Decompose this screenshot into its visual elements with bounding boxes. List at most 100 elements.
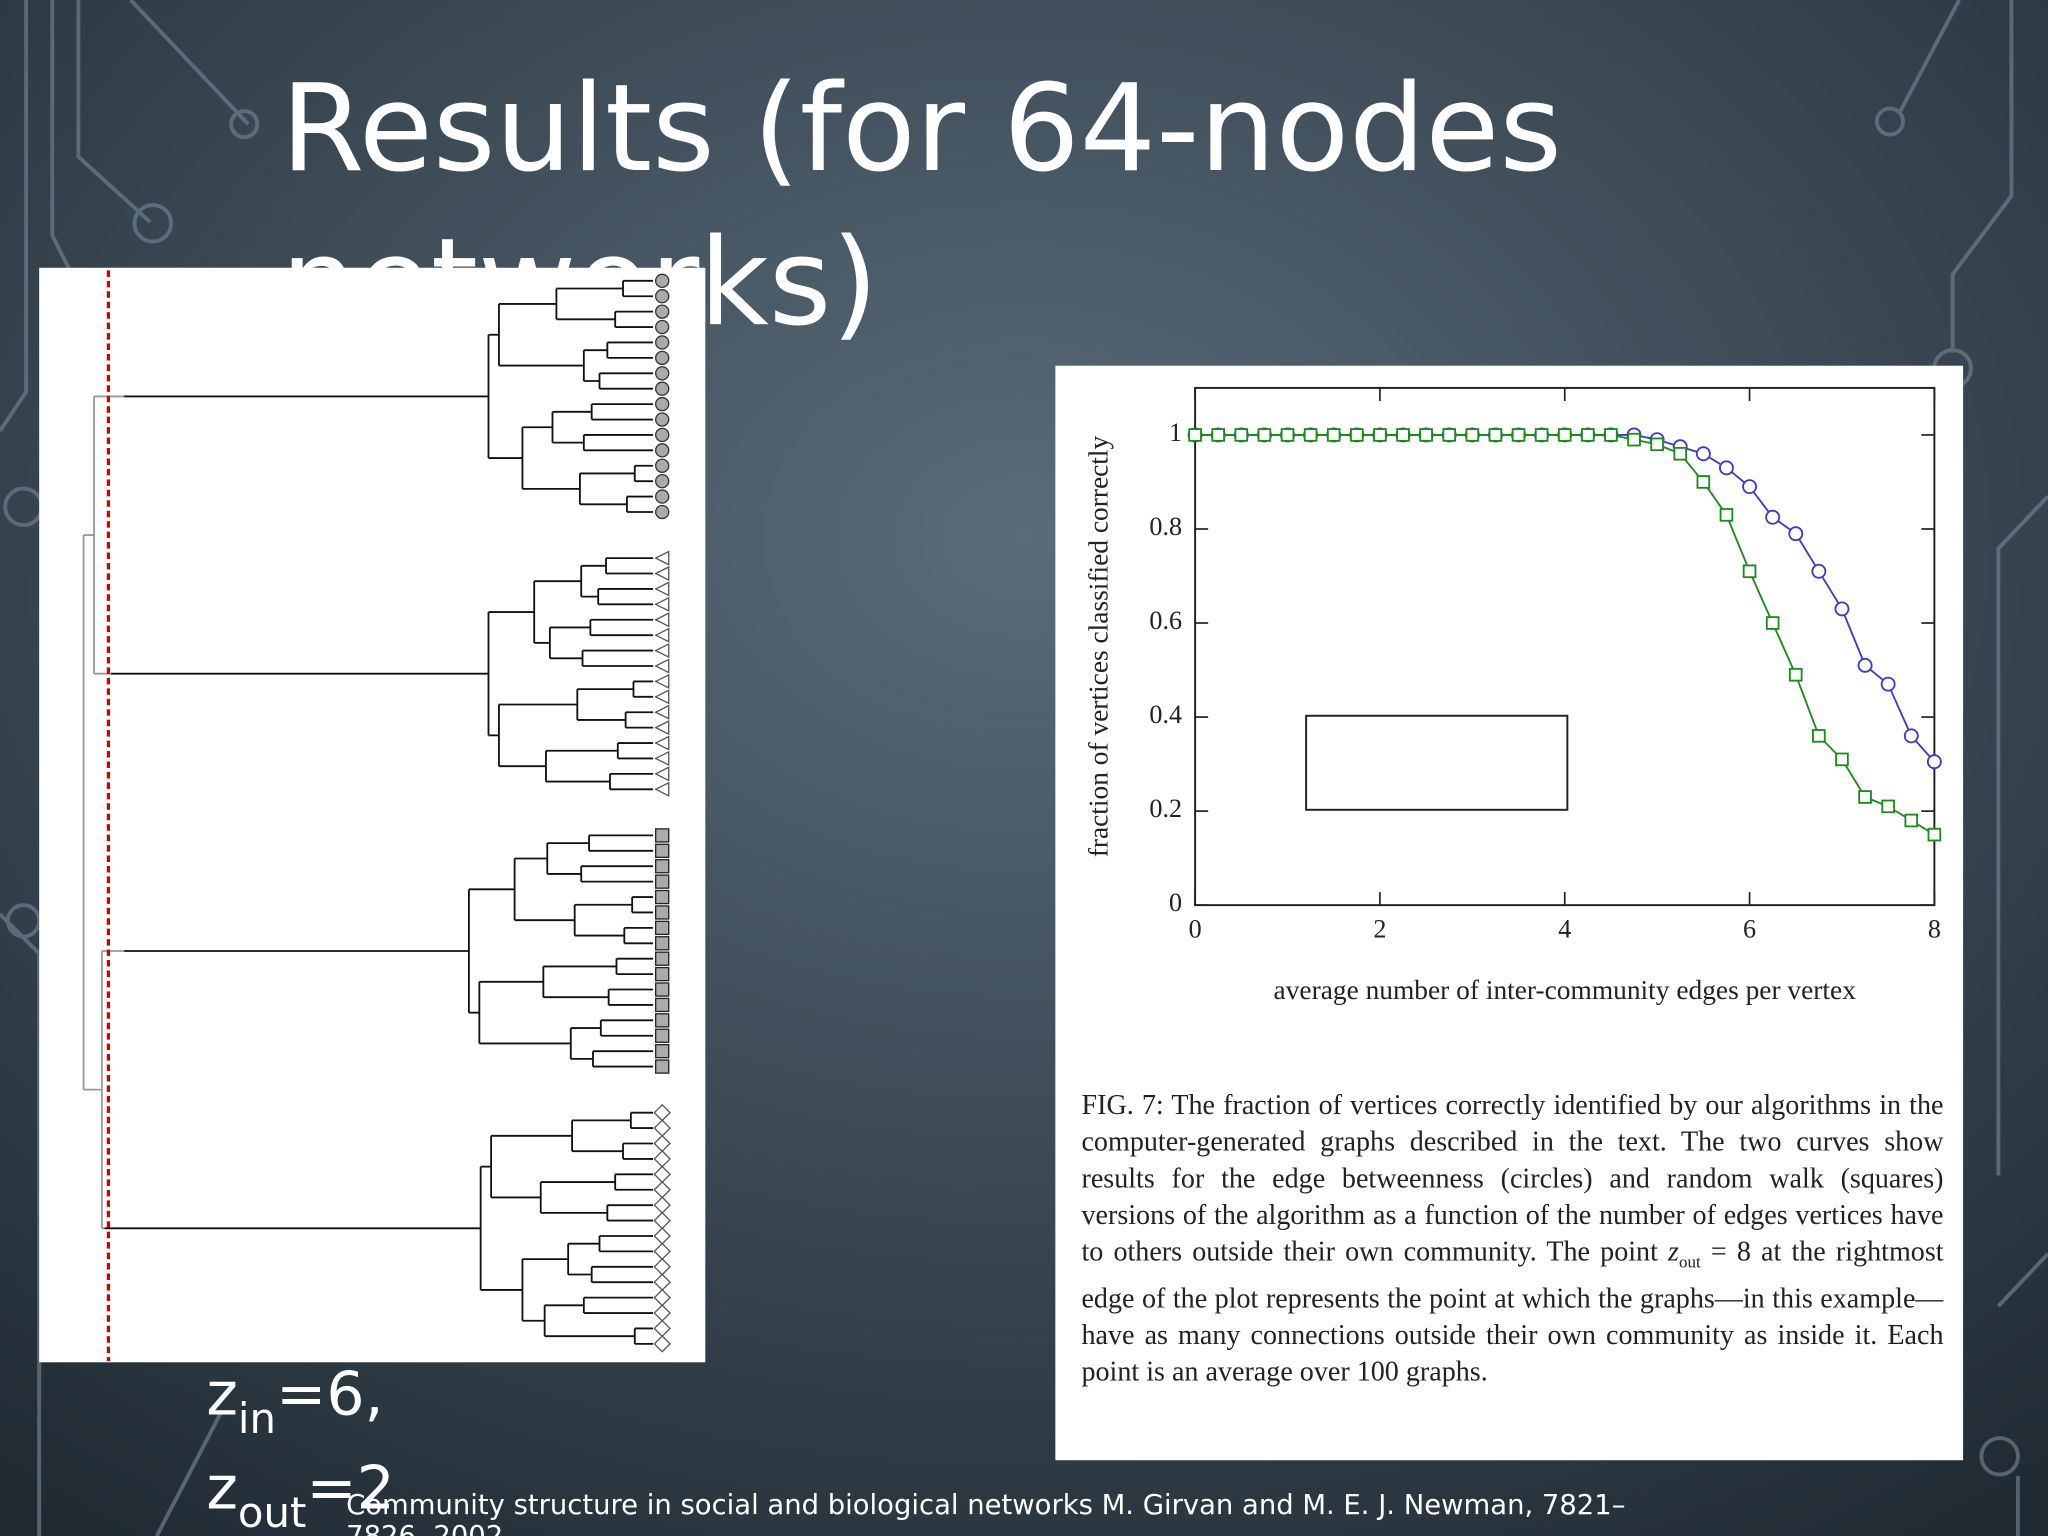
marker bbox=[1858, 790, 1872, 804]
leaf-node bbox=[653, 1103, 671, 1122]
leaf-node bbox=[654, 565, 670, 582]
leaf-node bbox=[655, 458, 670, 473]
marker bbox=[1927, 827, 1942, 842]
marker bbox=[1442, 428, 1457, 442]
leaf-node bbox=[655, 366, 670, 381]
leaf-node bbox=[655, 504, 670, 520]
leaf-node bbox=[655, 304, 670, 319]
marker bbox=[1812, 729, 1826, 743]
leaf-node bbox=[655, 1043, 670, 1059]
leaf-node bbox=[655, 319, 670, 335]
leaf-node bbox=[654, 704, 670, 720]
leaf-node bbox=[653, 1288, 671, 1307]
y-tick-label: 1 bbox=[1169, 418, 1182, 447]
z-base: z bbox=[206, 1454, 238, 1524]
marker bbox=[1604, 428, 1618, 442]
marker bbox=[1581, 428, 1595, 442]
marker bbox=[1788, 526, 1804, 542]
marker bbox=[1926, 754, 1942, 770]
marker bbox=[1350, 428, 1364, 442]
leaf-node bbox=[655, 396, 670, 412]
leaf-node bbox=[655, 273, 670, 288]
chart-panel bbox=[1055, 365, 1964, 1461]
leaf-node bbox=[654, 612, 670, 628]
z-in-label: zin=6, bbox=[206, 1360, 383, 1443]
marker bbox=[1834, 601, 1850, 617]
marker bbox=[1881, 799, 1895, 814]
leaf-node bbox=[653, 1196, 671, 1214]
z-out-label: zout=2 bbox=[206, 1454, 395, 1536]
leaf-node bbox=[655, 473, 670, 489]
leaf-node bbox=[654, 642, 670, 659]
leaf-node bbox=[655, 412, 670, 427]
leaf-node bbox=[655, 997, 670, 1013]
leaf-node bbox=[653, 1335, 671, 1353]
leaf-node bbox=[655, 350, 670, 366]
marker bbox=[1742, 479, 1757, 495]
leaf-node bbox=[654, 627, 670, 643]
leaf-node bbox=[655, 828, 670, 843]
dendrogram-panel bbox=[39, 267, 706, 1363]
leaf-node bbox=[655, 889, 670, 905]
leaf-node bbox=[654, 750, 670, 767]
marker bbox=[1811, 563, 1827, 579]
marker bbox=[1465, 428, 1480, 442]
caption-text: = 8 at the rightmost edge of the plot re… bbox=[1081, 1235, 1944, 1388]
leaf-node bbox=[654, 581, 670, 597]
leaf-node bbox=[654, 673, 670, 689]
leaf-node bbox=[654, 766, 670, 782]
marker bbox=[1211, 428, 1225, 442]
leaf-node bbox=[653, 1134, 671, 1153]
marker bbox=[1903, 728, 1919, 744]
marker bbox=[1511, 428, 1526, 442]
title-box: Results (for 64-nodes networks) bbox=[281, 59, 1562, 353]
marker bbox=[1742, 564, 1757, 579]
marker bbox=[1673, 446, 1688, 461]
leaf-node bbox=[655, 874, 670, 889]
leaf-node bbox=[655, 1013, 670, 1028]
marker bbox=[1880, 676, 1896, 692]
x-tick-label: 6 bbox=[1743, 914, 1756, 943]
marker bbox=[1719, 508, 1734, 522]
leaf-node bbox=[655, 289, 670, 304]
caption-label: FIG. 7: bbox=[1081, 1089, 1164, 1121]
leaf-node bbox=[655, 920, 670, 936]
leaf-node bbox=[653, 1258, 671, 1276]
leaf-node bbox=[653, 1119, 671, 1137]
y-tick-label: 0.6 bbox=[1149, 606, 1182, 635]
leaf-node bbox=[655, 936, 670, 951]
leaf-node bbox=[655, 951, 670, 966]
dendrogram bbox=[82, 273, 671, 1353]
leaf-node bbox=[653, 1273, 671, 1291]
leaf-node bbox=[654, 550, 670, 566]
footnote: Community structure in social and biolog… bbox=[346, 1488, 1626, 1536]
leaf-node bbox=[653, 1319, 671, 1338]
leaf-node bbox=[655, 859, 670, 874]
caption-text: The fraction of vertices correctly ident… bbox=[1081, 1089, 1944, 1267]
caption-var: z bbox=[1668, 1235, 1679, 1267]
caption-sub: out bbox=[1679, 1251, 1701, 1272]
marker bbox=[1650, 437, 1664, 452]
marker bbox=[1488, 428, 1503, 442]
marker bbox=[1696, 475, 1711, 489]
leaf-node bbox=[655, 1028, 670, 1043]
y-tick-label: 0.2 bbox=[1149, 794, 1182, 823]
z-rest: =6, bbox=[276, 1360, 384, 1430]
x-axis-label: average number of inter-community edges … bbox=[1274, 975, 1857, 1005]
leaf-node bbox=[653, 1227, 671, 1245]
leaf-node bbox=[655, 489, 670, 504]
marker bbox=[1719, 460, 1734, 476]
leaf-node bbox=[653, 1242, 671, 1261]
y-tick-label: 0.8 bbox=[1149, 512, 1182, 541]
marker bbox=[1557, 428, 1572, 442]
marker bbox=[1234, 428, 1249, 442]
z-rest: =2 bbox=[306, 1454, 395, 1524]
marker bbox=[1303, 428, 1318, 442]
leaf-node bbox=[655, 905, 670, 920]
y-tick-label: 0.4 bbox=[1149, 700, 1182, 729]
x-tick-label: 4 bbox=[1558, 914, 1571, 943]
leaf-node bbox=[653, 1304, 671, 1322]
z-base: z bbox=[206, 1360, 238, 1430]
caption: FIG. 7: The fraction of vertices correct… bbox=[1081, 1087, 1943, 1390]
